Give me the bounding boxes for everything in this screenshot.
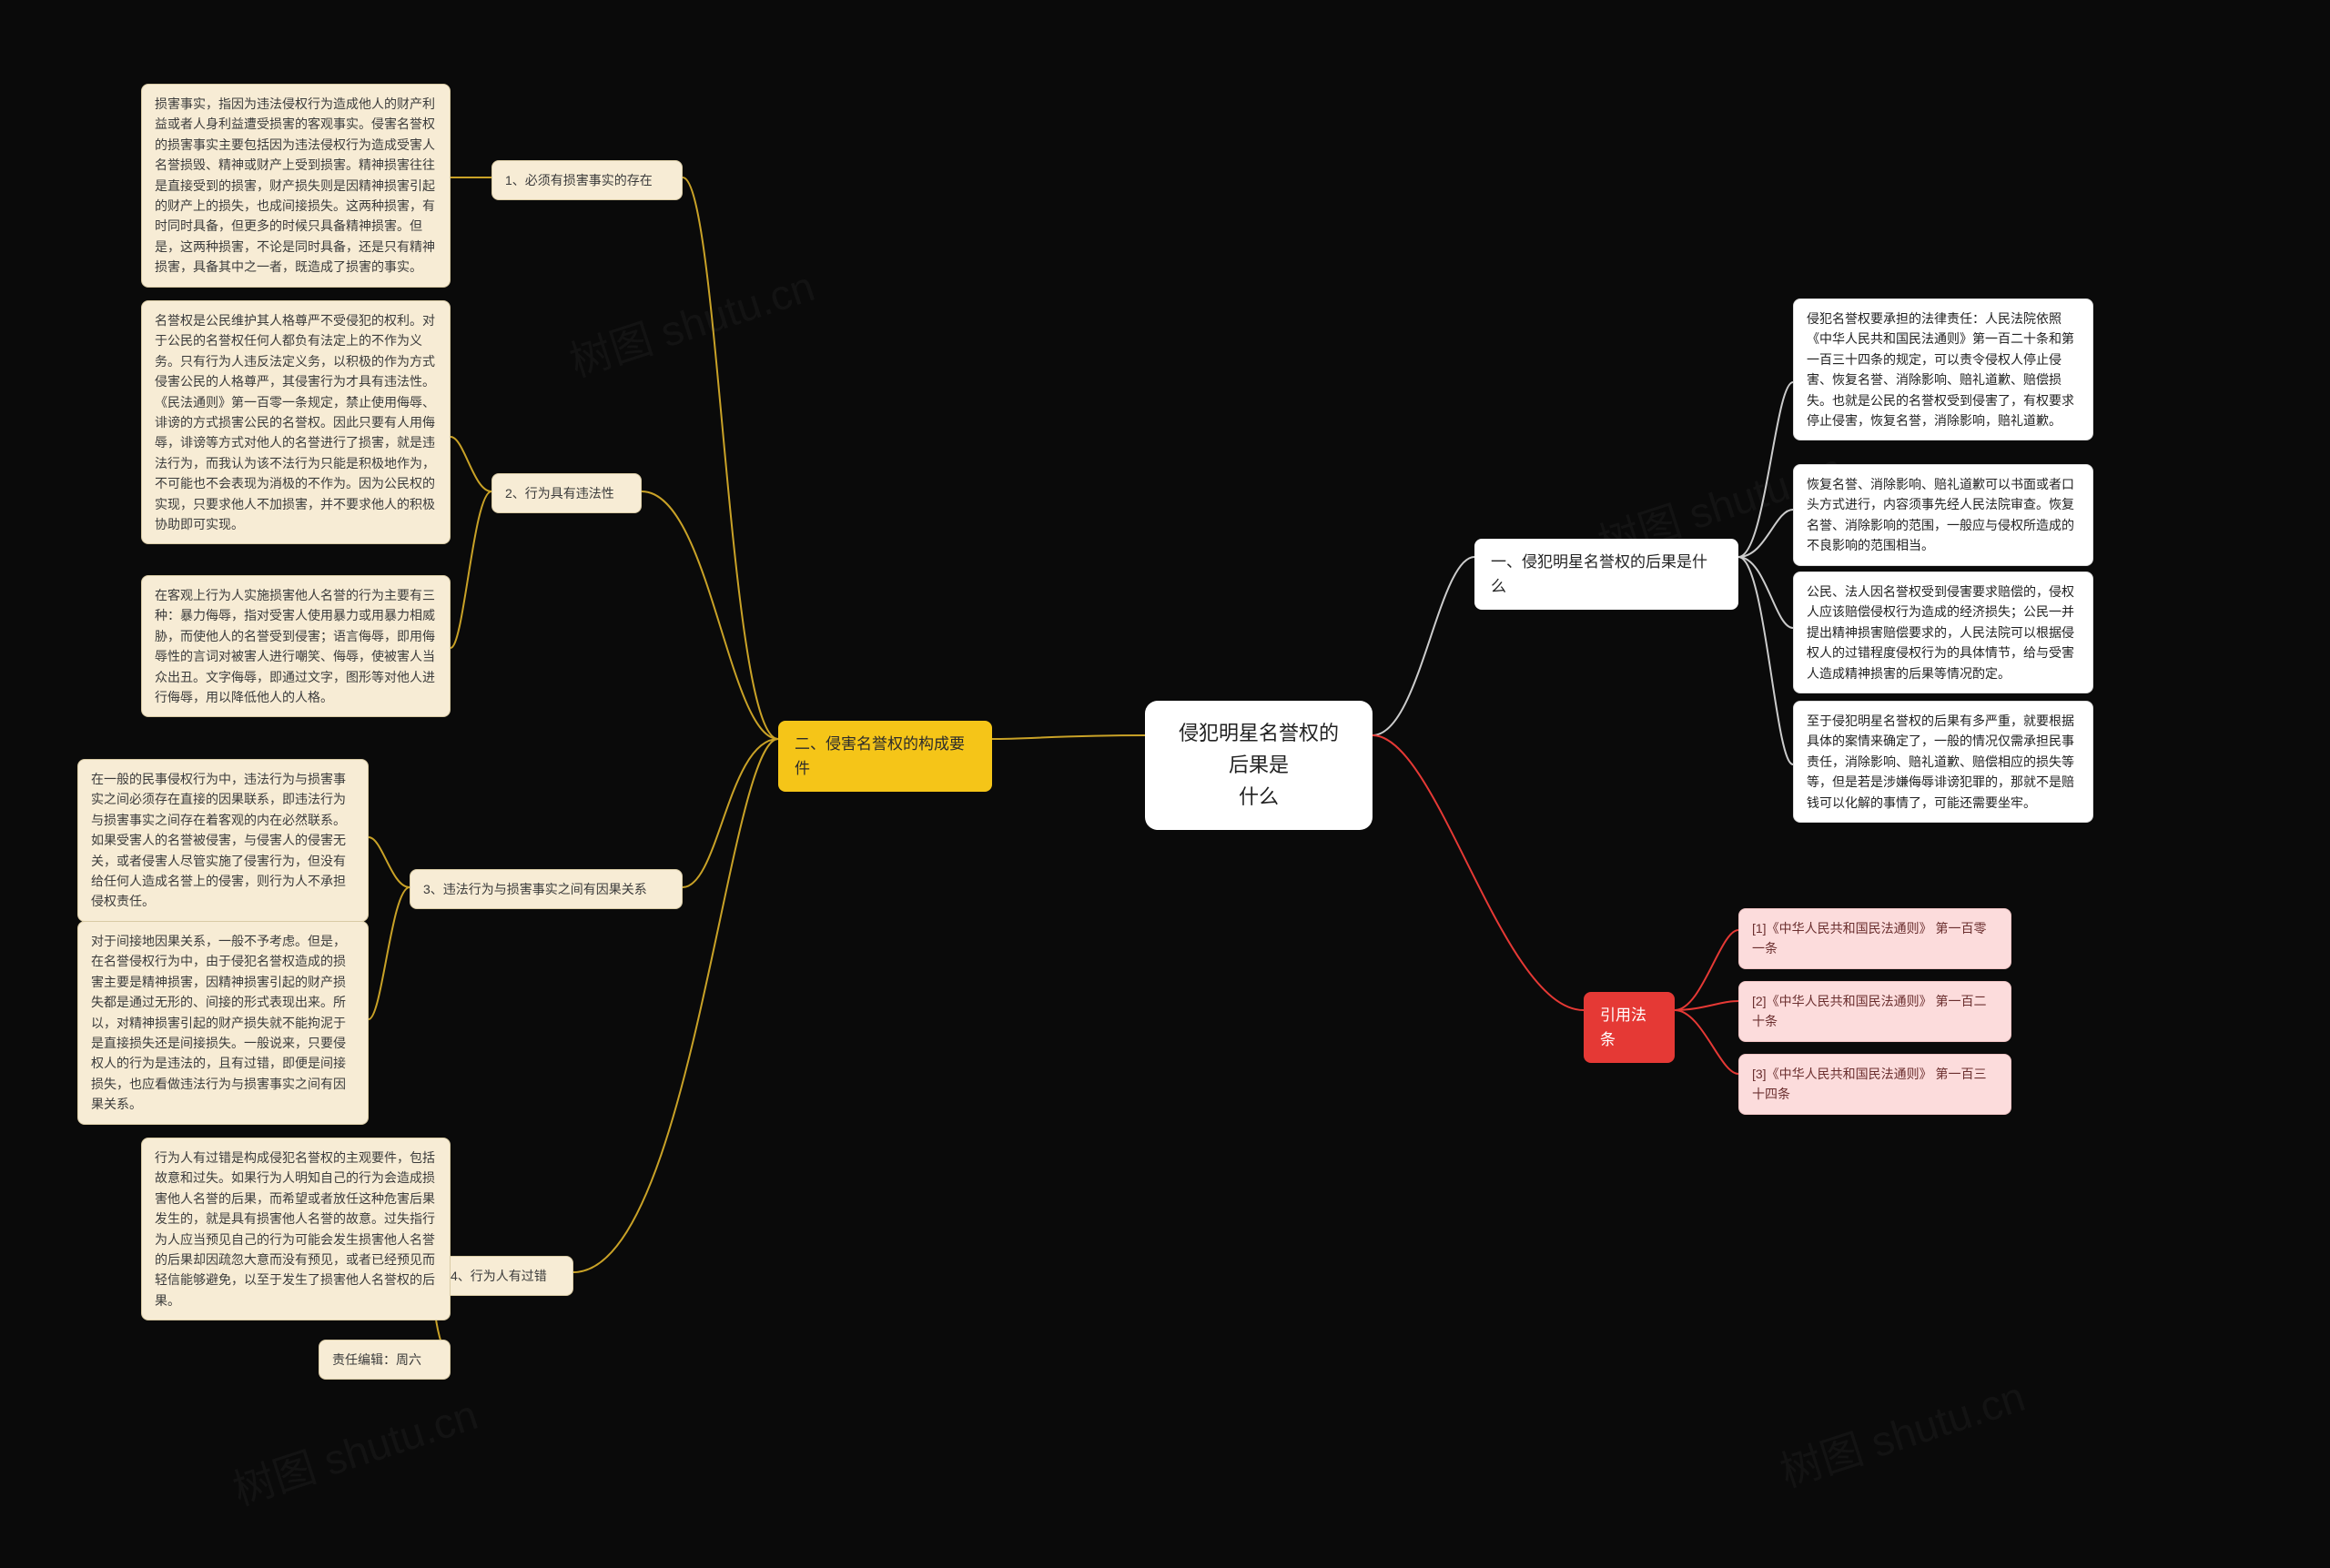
- left-item-3-detail-b: 对于间接地因果关系，一般不予考虑。但是，在名誉侵权行为中，由于侵犯名誉权造成的损…: [77, 921, 369, 1125]
- section-left-label: 二、侵害名誉权的构成要件: [795, 735, 965, 777]
- left-item-4-label: 4、行为人有过错: [451, 1269, 547, 1283]
- right-top-item-2-text: 恢复名誉、消除影响、赔礼道歉可以书面或者口头方式进行，内容须事先经人民法院审查。…: [1807, 477, 2074, 552]
- left-item-3-label: 3、违法行为与损害事实之间有因果关系: [423, 882, 647, 896]
- right-bottom-item-2-text: [2]《中华人民共和国民法通则》 第一百二十条: [1752, 994, 1986, 1028]
- watermark: 树图 shutu.cn: [225, 1382, 484, 1518]
- watermark: 树图 shutu.cn: [562, 254, 821, 389]
- right-bottom-item-3-text: [3]《中华人民共和国民法通则》 第一百三十四条: [1752, 1067, 1986, 1101]
- right-bottom-item-3: [3]《中华人民共和国民法通则》 第一百三十四条: [1738, 1054, 2011, 1115]
- left-item-3-detail-a: 在一般的民事侵权行为中，违法行为与损害事实之间必须存在直接的因果联系，即违法行为…: [77, 759, 369, 922]
- left-item-2-detail-b: 在客观上行为人实施损害他人名誉的行为主要有三种：暴力侮辱，指对受害人使用暴力或用…: [141, 575, 451, 717]
- left-item-1-detail-text: 损害事实，指因为违法侵权行为造成他人的财产利益或者人身利益遭受损害的客观事实。侵…: [155, 96, 435, 274]
- right-top-item-3-text: 公民、法人因名誉权受到侵害要求赔偿的，侵权人应该赔偿侵权行为造成的经济损失；公民…: [1807, 584, 2074, 681]
- right-top-item-3: 公民、法人因名誉权受到侵害要求赔偿的，侵权人应该赔偿侵权行为造成的经济损失；公民…: [1793, 572, 2093, 693]
- left-item-2-detail-a: 名誉权是公民维护其人格尊严不受侵犯的权利。对于公民的名誉权任何人都负有法定上的不…: [141, 300, 451, 544]
- center-node: 侵犯明星名誉权的后果是什么: [1145, 701, 1373, 830]
- section-right-bottom-label: 引用法条: [1600, 1007, 1646, 1048]
- watermark: 树图 shutu.cn: [1772, 1364, 2031, 1500]
- right-top-item-4: 至于侵犯明星名誉权的后果有多严重，就要根据具体的案情来确定了，一般的情况仅需承担…: [1793, 701, 2093, 823]
- right-bottom-item-2: [2]《中华人民共和国民法通则》 第一百二十条: [1738, 981, 2011, 1042]
- right-top-item-4-text: 至于侵犯明星名誉权的后果有多严重，就要根据具体的案情来确定了，一般的情况仅需承担…: [1807, 713, 2074, 810]
- center-text: 侵犯明星名誉权的后果是什么: [1179, 722, 1339, 808]
- right-bottom-item-1-text: [1]《中华人民共和国民法通则》 第一百零一条: [1752, 921, 1986, 956]
- left-item-4-detail-a-text: 行为人有过错是构成侵犯名誉权的主观要件，包括故意和过失。如果行为人明知自己的行为…: [155, 1150, 435, 1308]
- right-top-item-1: 侵犯名誉权要承担的法律责任：人民法院依照《中华人民共和国民法通则》第一百二十条和…: [1793, 298, 2093, 440]
- left-item-1-detail: 损害事实，指因为违法侵权行为造成他人的财产利益或者人身利益遭受损害的客观事实。侵…: [141, 84, 451, 288]
- left-item-4: 4、行为人有过错: [437, 1256, 573, 1296]
- section-right-top-label: 一、侵犯明星名誉权的后果是什么: [1491, 553, 1707, 595]
- right-top-item-1-text: 侵犯名誉权要承担的法律责任：人民法院依照《中华人民共和国民法通则》第一百二十条和…: [1807, 311, 2074, 428]
- left-item-2-label: 2、行为具有违法性: [505, 486, 614, 501]
- left-item-4-detail-b: 责任编辑：周六: [319, 1340, 451, 1380]
- left-item-3-detail-b-text: 对于间接地因果关系，一般不予考虑。但是，在名誉侵权行为中，由于侵犯名誉权造成的损…: [91, 934, 346, 1111]
- section-right-top: 一、侵犯明星名誉权的后果是什么: [1474, 539, 1738, 610]
- left-item-2: 2、行为具有违法性: [491, 473, 642, 513]
- left-item-2-detail-a-text: 名誉权是公民维护其人格尊严不受侵犯的权利。对于公民的名誉权任何人都负有法定上的不…: [155, 313, 435, 531]
- left-item-4-detail-a: 行为人有过错是构成侵犯名誉权的主观要件，包括故意和过失。如果行为人明知自己的行为…: [141, 1138, 451, 1320]
- section-right-bottom: 引用法条: [1584, 992, 1675, 1063]
- left-item-1: 1、必须有损害事实的存在: [491, 160, 683, 200]
- left-item-3: 3、违法行为与损害事实之间有因果关系: [410, 869, 683, 909]
- left-item-3-detail-a-text: 在一般的民事侵权行为中，违法行为与损害事实之间必须存在直接的因果联系，即违法行为…: [91, 772, 346, 908]
- right-top-item-2: 恢复名誉、消除影响、赔礼道歉可以书面或者口头方式进行，内容须事先经人民法院审查。…: [1793, 464, 2093, 566]
- section-left: 二、侵害名誉权的构成要件: [778, 721, 992, 792]
- left-item-4-detail-b-text: 责任编辑：周六: [332, 1352, 421, 1367]
- left-item-1-label: 1、必须有损害事实的存在: [505, 173, 653, 187]
- left-item-2-detail-b-text: 在客观上行为人实施损害他人名誉的行为主要有三种：暴力侮辱，指对受害人使用暴力或用…: [155, 588, 435, 704]
- right-bottom-item-1: [1]《中华人民共和国民法通则》 第一百零一条: [1738, 908, 2011, 969]
